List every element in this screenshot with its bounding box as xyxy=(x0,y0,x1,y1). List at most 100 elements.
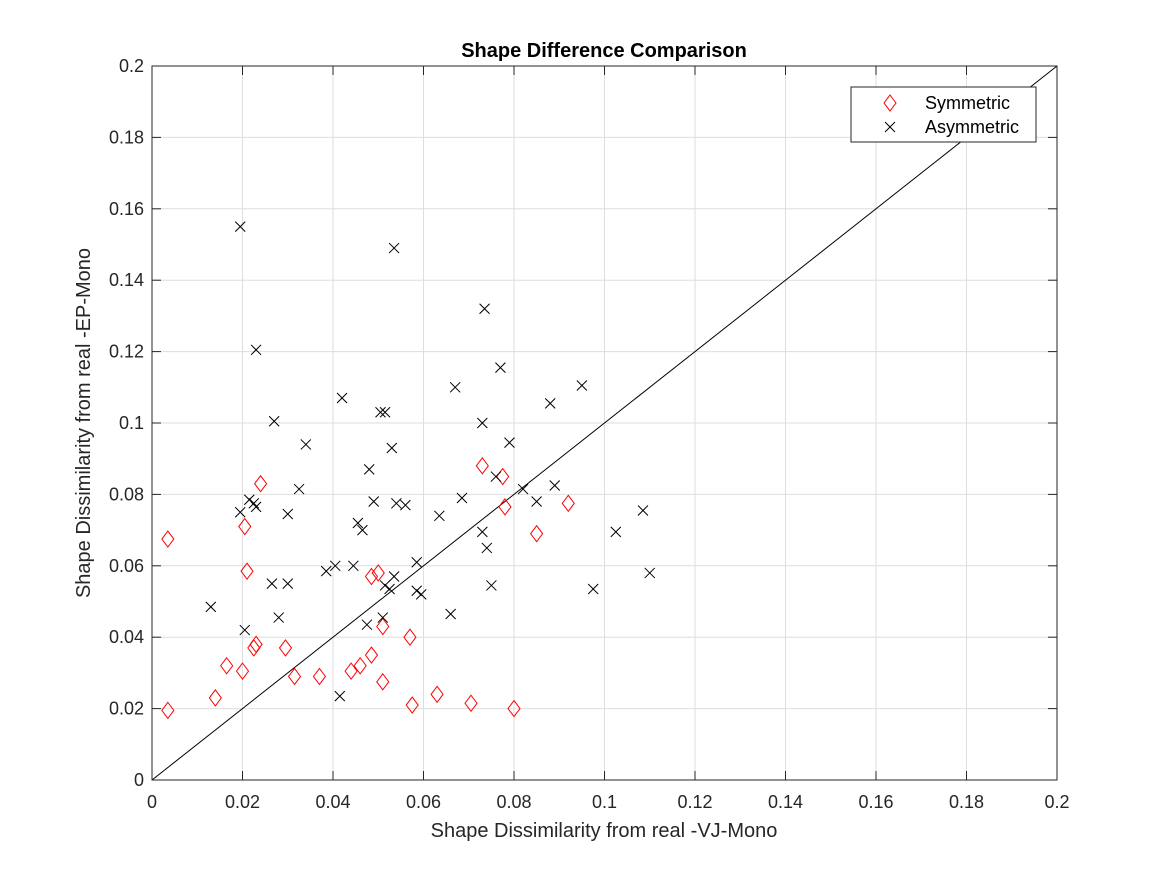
data-points xyxy=(161,221,656,720)
x-marker-stroke xyxy=(293,483,305,495)
x-marker-stroke xyxy=(479,303,490,315)
x-marker-stroke xyxy=(587,583,599,595)
x-marker-stroke xyxy=(411,585,423,597)
x-tick-label: 0.1 xyxy=(592,792,617,812)
symmetric-point xyxy=(238,517,252,536)
x-marker-stroke xyxy=(282,508,294,520)
symmetric-point xyxy=(498,498,512,516)
asymmetric-point xyxy=(486,580,497,591)
x-marker-stroke xyxy=(300,439,312,450)
asymmetric-point xyxy=(610,526,622,538)
x-marker-stroke xyxy=(531,496,542,507)
x-marker-stroke xyxy=(329,560,341,572)
x-marker-stroke xyxy=(388,571,400,582)
asymmetric-point xyxy=(334,690,346,702)
x-marker-stroke xyxy=(481,542,493,554)
asymmetric-point xyxy=(388,571,400,582)
y-tick-label: 0.02 xyxy=(109,699,144,719)
symmetric-point xyxy=(161,530,175,548)
asymmetric-point xyxy=(587,583,599,595)
symmetric-point xyxy=(240,562,254,580)
x-tick-label: 0 xyxy=(147,792,157,812)
x-marker-stroke xyxy=(495,362,506,374)
asymmetric-point xyxy=(248,497,260,509)
asymmetric-point xyxy=(449,381,461,393)
x-marker-stroke xyxy=(379,406,391,418)
symmetric-point xyxy=(253,474,268,493)
asymmetric-point xyxy=(379,406,391,418)
x-marker-stroke xyxy=(357,524,368,536)
symmetric-point xyxy=(376,672,390,691)
asymmetric-point xyxy=(268,415,280,427)
symmetric-point xyxy=(364,646,379,664)
x-marker-stroke xyxy=(336,392,348,404)
asymmetric-point xyxy=(234,506,246,518)
asymmetric-point xyxy=(377,612,389,623)
y-tick-label: 0 xyxy=(134,770,144,790)
x-marker-stroke xyxy=(517,483,529,495)
asymmetric-point xyxy=(320,565,332,577)
x-marker-stroke xyxy=(352,517,364,529)
asymmetric-point xyxy=(479,303,490,315)
asymmetric-point xyxy=(363,464,375,475)
x-marker-stroke xyxy=(576,380,588,391)
asymmetric-point xyxy=(250,501,262,513)
x-marker-stroke xyxy=(348,560,359,572)
symmetric-point xyxy=(475,457,489,475)
symmetric-point xyxy=(530,524,544,543)
x-marker-stroke xyxy=(476,417,488,429)
x-marker-stroke xyxy=(411,556,423,568)
asymmetric-point xyxy=(329,560,341,572)
asymmetric-point xyxy=(282,578,294,590)
x-marker-stroke xyxy=(456,492,468,504)
x-marker-stroke xyxy=(375,406,386,418)
x-marker-stroke xyxy=(239,624,251,636)
axis-ticks xyxy=(151,65,1058,781)
x-marker-stroke xyxy=(205,601,217,613)
symmetric-point xyxy=(376,617,390,636)
x-marker-stroke xyxy=(320,565,332,577)
y-tick-label: 0.12 xyxy=(109,342,144,362)
y-axis-label: Shape Dissimilarity from real -EP-Mono xyxy=(73,248,95,598)
asymmetric-point xyxy=(336,392,348,404)
x-marker-stroke xyxy=(266,578,278,590)
x-marker-stroke xyxy=(504,437,515,448)
asymmetric-point xyxy=(415,589,427,600)
legend-box xyxy=(850,86,1037,143)
asymmetric-point xyxy=(273,612,285,623)
x-tick-label: 0.16 xyxy=(858,792,893,812)
asymmetric-point xyxy=(361,619,373,631)
asymmetric-point xyxy=(300,439,312,450)
y-tick-label: 0.14 xyxy=(109,270,144,290)
x-marker-stroke xyxy=(486,580,497,591)
x-marker-stroke xyxy=(544,398,556,409)
symmetric-point xyxy=(371,564,385,582)
x-tick-label: 0.12 xyxy=(677,792,712,812)
x-tick-label: 0.18 xyxy=(949,792,984,812)
x-marker-stroke xyxy=(415,589,427,600)
asymmetric-point xyxy=(400,499,411,511)
y-tick-labels: 0 0.02 0.04 0.06 0.08 0.1 0.12 0.14 0.16 0.18 0.2 xyxy=(109,56,144,790)
x-tick-label: 0.08 xyxy=(496,792,531,812)
asymmetric-point xyxy=(388,242,400,254)
diagonal-reference-line xyxy=(151,65,1058,781)
x-marker-stroke xyxy=(334,690,346,702)
y-tick-label: 0.2 xyxy=(119,56,144,76)
asymmetric-point xyxy=(205,601,217,613)
symmetric-point xyxy=(312,667,327,686)
asymmetric-point xyxy=(481,542,493,554)
asymmetric-point xyxy=(445,608,457,620)
symmetric-point xyxy=(464,694,478,713)
asymmetric-point xyxy=(379,580,391,591)
x-marker-stroke xyxy=(400,499,411,511)
x-marker-stroke xyxy=(234,506,246,518)
asymmetric-point xyxy=(476,417,488,429)
asymmetric-point xyxy=(504,437,515,448)
symmetric-point xyxy=(364,567,379,586)
x-marker-stroke xyxy=(549,480,561,491)
legend-asymmetric-x-icon xyxy=(884,121,896,133)
symmetric-point xyxy=(344,662,358,680)
x-marker-stroke xyxy=(363,464,375,475)
symmetric-point xyxy=(561,494,575,513)
